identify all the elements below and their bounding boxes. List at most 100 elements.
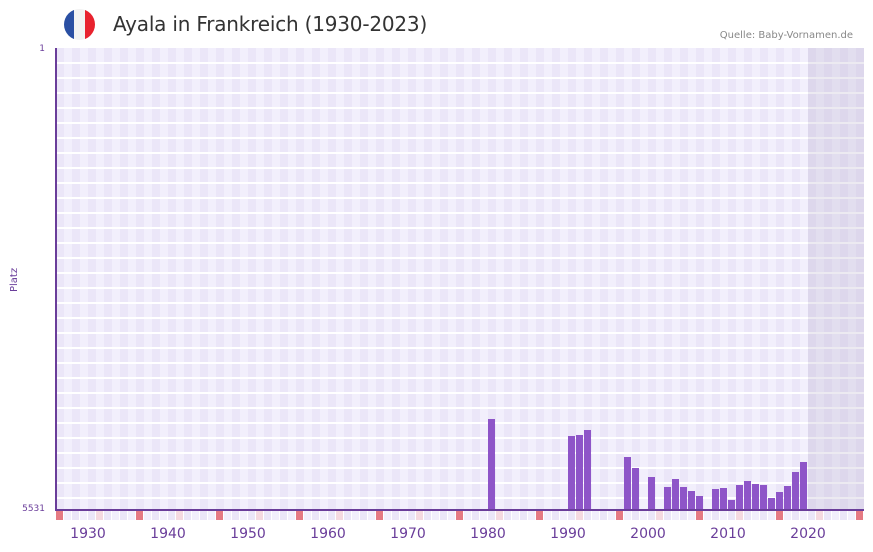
- bar-2002[interactable]: [648, 477, 655, 510]
- year-mark: [184, 511, 191, 520]
- grid-line: [56, 167, 864, 169]
- year-mark: [208, 511, 215, 520]
- year-mark: [848, 511, 855, 520]
- year-mark: [416, 511, 423, 520]
- bar-2004[interactable]: [664, 486, 671, 510]
- year-mark: [600, 511, 607, 520]
- year-mark: [392, 511, 399, 520]
- bar-1999[interactable]: [624, 456, 631, 510]
- year-mark: [776, 511, 783, 520]
- year-mark: [536, 511, 543, 520]
- year-mark: [528, 511, 535, 520]
- year-mark: [584, 511, 591, 520]
- year-mark: [520, 511, 527, 520]
- year-mark: [248, 511, 255, 520]
- year-mark: [712, 511, 719, 520]
- bar-2011[interactable]: [720, 487, 727, 510]
- year-mark: [72, 511, 79, 520]
- bar-2010[interactable]: [712, 488, 719, 510]
- bar-2013[interactable]: [736, 484, 743, 510]
- year-mark: [288, 511, 295, 520]
- y-tick-bottom: 5531: [22, 504, 45, 514]
- bar-1993[interactable]: [576, 435, 583, 510]
- year-mark: [368, 511, 375, 520]
- year-mark: [856, 511, 863, 520]
- bar-1982[interactable]: [488, 419, 495, 510]
- bar-2021[interactable]: [800, 461, 807, 510]
- grid-line: [56, 227, 864, 229]
- y-tick-top: 1: [39, 44, 45, 54]
- bar-2007[interactable]: [688, 490, 695, 510]
- year-mark: [304, 511, 311, 520]
- year-mark: [160, 511, 167, 520]
- year-mark: [104, 511, 111, 520]
- year-mark: [568, 511, 575, 520]
- year-mark: [312, 511, 319, 520]
- year-mark: [512, 511, 519, 520]
- bar-2006[interactable]: [680, 486, 687, 510]
- year-mark: [592, 511, 599, 520]
- bar-2016[interactable]: [760, 484, 767, 510]
- flag-france-icon: [64, 9, 95, 40]
- year-mark: [224, 511, 231, 520]
- year-mark: [728, 511, 735, 520]
- year-mark: [744, 511, 751, 520]
- bar-2000[interactable]: [632, 468, 639, 510]
- year-mark: [64, 511, 71, 520]
- year-mark: [112, 511, 119, 520]
- bar-2008[interactable]: [696, 495, 703, 510]
- grid-line: [56, 467, 864, 469]
- year-mark: [144, 511, 151, 520]
- bar-2015[interactable]: [752, 483, 759, 510]
- year-mark: [464, 511, 471, 520]
- year-mark: [696, 511, 703, 520]
- year-mark: [632, 511, 639, 520]
- grid-line: [56, 437, 864, 439]
- year-mark: [736, 511, 743, 520]
- year-mark: [752, 511, 759, 520]
- bar-2018[interactable]: [776, 491, 783, 510]
- grid-line: [56, 407, 864, 409]
- year-mark: [488, 511, 495, 520]
- year-mark: [616, 511, 623, 520]
- year-mark: [88, 511, 95, 520]
- source-credit: Quelle: Baby-Vornamen.de: [719, 30, 853, 41]
- grid-line: [56, 197, 864, 199]
- year-mark: [440, 511, 447, 520]
- grid-line: [56, 482, 864, 484]
- bar-2019[interactable]: [784, 485, 791, 510]
- year-mark: [544, 511, 551, 520]
- grid-line: [56, 377, 864, 379]
- year-mark: [176, 511, 183, 520]
- year-mark: [192, 511, 199, 520]
- x-axis: [55, 509, 864, 511]
- bar-2020[interactable]: [792, 472, 799, 510]
- grid-line: [56, 272, 864, 274]
- bar-2012[interactable]: [728, 499, 735, 510]
- bar-2017[interactable]: [768, 497, 775, 510]
- year-mark: [424, 511, 431, 520]
- year-mark: [792, 511, 799, 520]
- bar-2005[interactable]: [672, 479, 679, 510]
- year-mark: [376, 511, 383, 520]
- year-mark: [760, 511, 767, 520]
- grid-line: [56, 62, 864, 64]
- year-mark: [688, 511, 695, 520]
- grid-line: [56, 182, 864, 184]
- year-mark: [256, 511, 263, 520]
- year-mark: [680, 511, 687, 520]
- year-mark: [320, 511, 327, 520]
- grid-column: [856, 48, 865, 510]
- year-mark: [648, 511, 655, 520]
- year-mark: [136, 511, 143, 520]
- year-mark: [272, 511, 279, 520]
- bar-2014[interactable]: [744, 480, 751, 510]
- year-mark: [152, 511, 159, 520]
- year-mark: [608, 511, 615, 520]
- bar-1992[interactable]: [568, 436, 575, 510]
- year-mark: [624, 511, 631, 520]
- grid-line: [56, 317, 864, 319]
- x-tick-1980: 1980: [470, 526, 506, 542]
- bar-1994[interactable]: [584, 430, 591, 510]
- year-mark: [832, 511, 839, 520]
